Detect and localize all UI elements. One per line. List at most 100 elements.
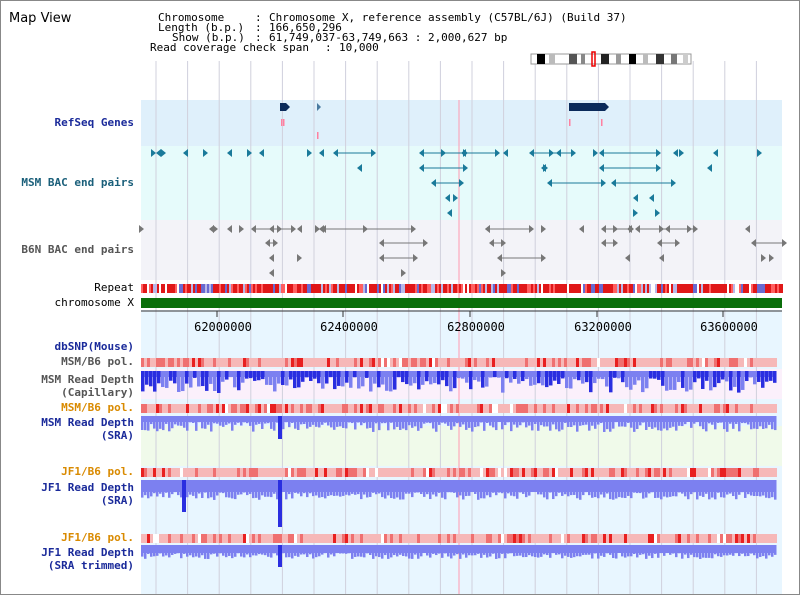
read-depth-bar — [492, 545, 495, 554]
read-depth-bar — [423, 480, 426, 497]
repeat-segment — [563, 284, 565, 293]
read-depth-bar — [549, 545, 552, 558]
polymorphism-segment — [453, 404, 456, 413]
read-depth-bar — [303, 545, 306, 555]
track-label-jf1-b6-pol-trimmed[interactable]: JF1/B6 pol. — [61, 531, 134, 544]
polymorphism-segment — [633, 358, 636, 367]
repeat-segment — [513, 284, 515, 293]
read-depth-bar — [633, 416, 636, 432]
polymorphism-segment — [561, 468, 564, 477]
polymorphism-segment — [150, 358, 153, 367]
polymorphism-segment — [579, 358, 582, 367]
polymorphism-segment — [714, 404, 717, 413]
polymorphism-segment — [306, 358, 309, 367]
polymorphism-segment — [312, 468, 315, 477]
polymorphism-segment — [303, 358, 306, 367]
polymorphism-segment — [762, 468, 765, 477]
polymorphism-segment — [213, 468, 216, 477]
bac-end-left — [379, 254, 384, 262]
repeat-segment — [749, 284, 751, 293]
read-depth-bar — [481, 371, 485, 388]
polymorphism-segment — [654, 468, 657, 477]
bac-end-right — [401, 269, 406, 277]
polymorphism-segment — [492, 468, 495, 477]
bac-end-left — [503, 149, 508, 157]
polymorphism-segment — [486, 534, 489, 543]
read-depth-bar — [255, 545, 258, 556]
read-depth-bar — [600, 416, 603, 424]
polymorphism-segment — [309, 534, 312, 543]
read-depth-bar — [651, 416, 654, 429]
repeat-segment — [555, 284, 557, 293]
read-depth-bar — [489, 480, 492, 498]
track-label-msm-read-depth-capillary[interactable]: MSM Read Depth — [41, 373, 134, 386]
polymorphism-segment — [768, 358, 771, 367]
polymorphism-segment — [507, 468, 510, 477]
polymorphism-segment — [342, 358, 345, 367]
bac-end-left — [227, 225, 232, 233]
repeat-segment — [489, 284, 491, 293]
read-depth-bar — [318, 545, 321, 557]
track-label-jf1-read-depth-sra[interactable]: JF1 Read Depth — [41, 481, 134, 494]
read-depth-bar — [711, 416, 714, 425]
track-label-msm-b6-pol-sra[interactable]: MSM/B6 pol. — [61, 401, 134, 414]
polymorphism-segment — [621, 534, 624, 543]
polymorphism-segment — [144, 468, 147, 477]
read-depth-bar — [681, 545, 684, 559]
track-label-jf1-b6-pol[interactable]: JF1/B6 pol. — [61, 465, 134, 478]
read-depth-bar — [714, 480, 717, 500]
read-depth-bar — [701, 371, 705, 389]
read-depth-bar — [381, 480, 384, 498]
polymorphism-segment — [198, 358, 201, 367]
read-depth-bar — [204, 416, 207, 429]
polymorphism-segment — [201, 404, 204, 413]
polymorphism-segment — [690, 358, 693, 367]
polymorphism-segment — [735, 358, 738, 367]
read-depth-bar — [745, 371, 749, 382]
read-depth-bar — [396, 480, 399, 498]
track-label-jf1-read-depth-trimmed[interactable]: JF1 Read Depth — [41, 546, 134, 559]
polymorphism-segment — [513, 404, 516, 413]
read-depth-bar — [354, 416, 357, 430]
track-label-refseq-genes[interactable]: RefSeq Genes — [54, 116, 134, 129]
track-label-msm-bac[interactable]: MSM BAC end pairs — [21, 176, 134, 189]
read-depth-bar — [336, 480, 339, 496]
read-depth-bar — [648, 545, 651, 556]
read-depth-bar — [413, 371, 417, 384]
read-depth-bar — [282, 416, 285, 430]
polymorphism-segment — [711, 404, 714, 413]
polymorphism-segment — [462, 404, 465, 413]
repeat-segment — [467, 284, 469, 293]
polymorphism-segment — [726, 534, 729, 543]
read-depth-bar — [564, 545, 567, 556]
track-label-b6n-bac[interactable]: B6N BAC end pairs — [21, 243, 134, 256]
polymorphism-segment — [225, 358, 228, 367]
ideogram-band — [683, 54, 688, 64]
read-depth-bar — [639, 480, 642, 494]
polymorphism-segment — [393, 534, 396, 543]
polymorphism-segment — [741, 534, 744, 543]
repeat-segment — [493, 284, 495, 293]
read-depth-bar — [429, 371, 433, 385]
repeat-segment — [711, 284, 713, 293]
polymorphism-segment — [585, 468, 588, 477]
polymorphism-segment — [264, 468, 267, 477]
bac-end-left — [497, 254, 502, 262]
read-depth-bar — [270, 480, 273, 498]
polymorphism-segment — [729, 534, 732, 543]
track-label-msm-read-depth-sra[interactable]: MSM Read Depth — [41, 416, 134, 429]
polymorphism-segment — [273, 404, 276, 413]
read-depth-bar — [702, 480, 705, 497]
polymorphism-segment — [246, 358, 249, 367]
read-depth-bar — [483, 545, 486, 555]
bac-end-right — [307, 149, 312, 157]
track-label-dbsnp[interactable]: dbSNP(Mouse) — [54, 340, 134, 353]
read-depth-bar — [408, 545, 411, 559]
repeat-segment — [515, 284, 517, 293]
repeat-segment — [285, 284, 287, 293]
polymorphism-segment — [291, 468, 294, 477]
track-label-msm-b6-pol[interactable]: MSM/B6 pol. — [61, 355, 134, 368]
repeat-segment — [249, 284, 251, 293]
polymorphism-segment — [420, 404, 423, 413]
